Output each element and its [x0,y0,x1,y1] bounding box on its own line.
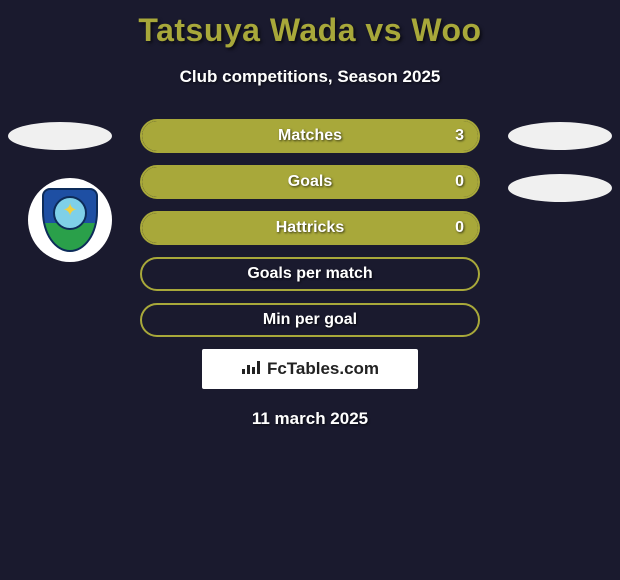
stat-value: 0 [455,173,464,191]
chart-icon [241,359,261,380]
stat-row-goals-per-match: Goals per match [140,257,480,291]
player-right-avatar-placeholder-1 [508,122,612,150]
stat-row-goals: Goals 0 [140,165,480,199]
club-shield-icon [42,188,98,252]
page-title: Tatsuya Wada vs Woo [0,0,620,49]
subtitle: Club competitions, Season 2025 [0,67,620,87]
date-label: 11 march 2025 [0,409,620,429]
stat-row-hattricks: Hattricks 0 [140,211,480,245]
player-right-avatar-placeholder-2 [508,174,612,202]
stats-container: Matches 3 Goals 0 Hattricks 0 Goals per … [140,119,480,337]
branding-badge[interactable]: FcTables.com [202,349,418,389]
stat-label: Goals [288,173,332,191]
player-left-avatar-placeholder [8,122,112,150]
stat-label: Matches [278,127,342,145]
club-badge [28,178,112,262]
stat-label: Hattricks [276,219,344,237]
stat-row-min-per-goal: Min per goal [140,303,480,337]
stat-value: 3 [455,127,464,145]
stat-label: Goals per match [247,265,372,283]
branding-text: FcTables.com [267,359,379,379]
stat-label: Min per goal [263,311,357,329]
stat-value: 0 [455,219,464,237]
stat-row-matches: Matches 3 [140,119,480,153]
